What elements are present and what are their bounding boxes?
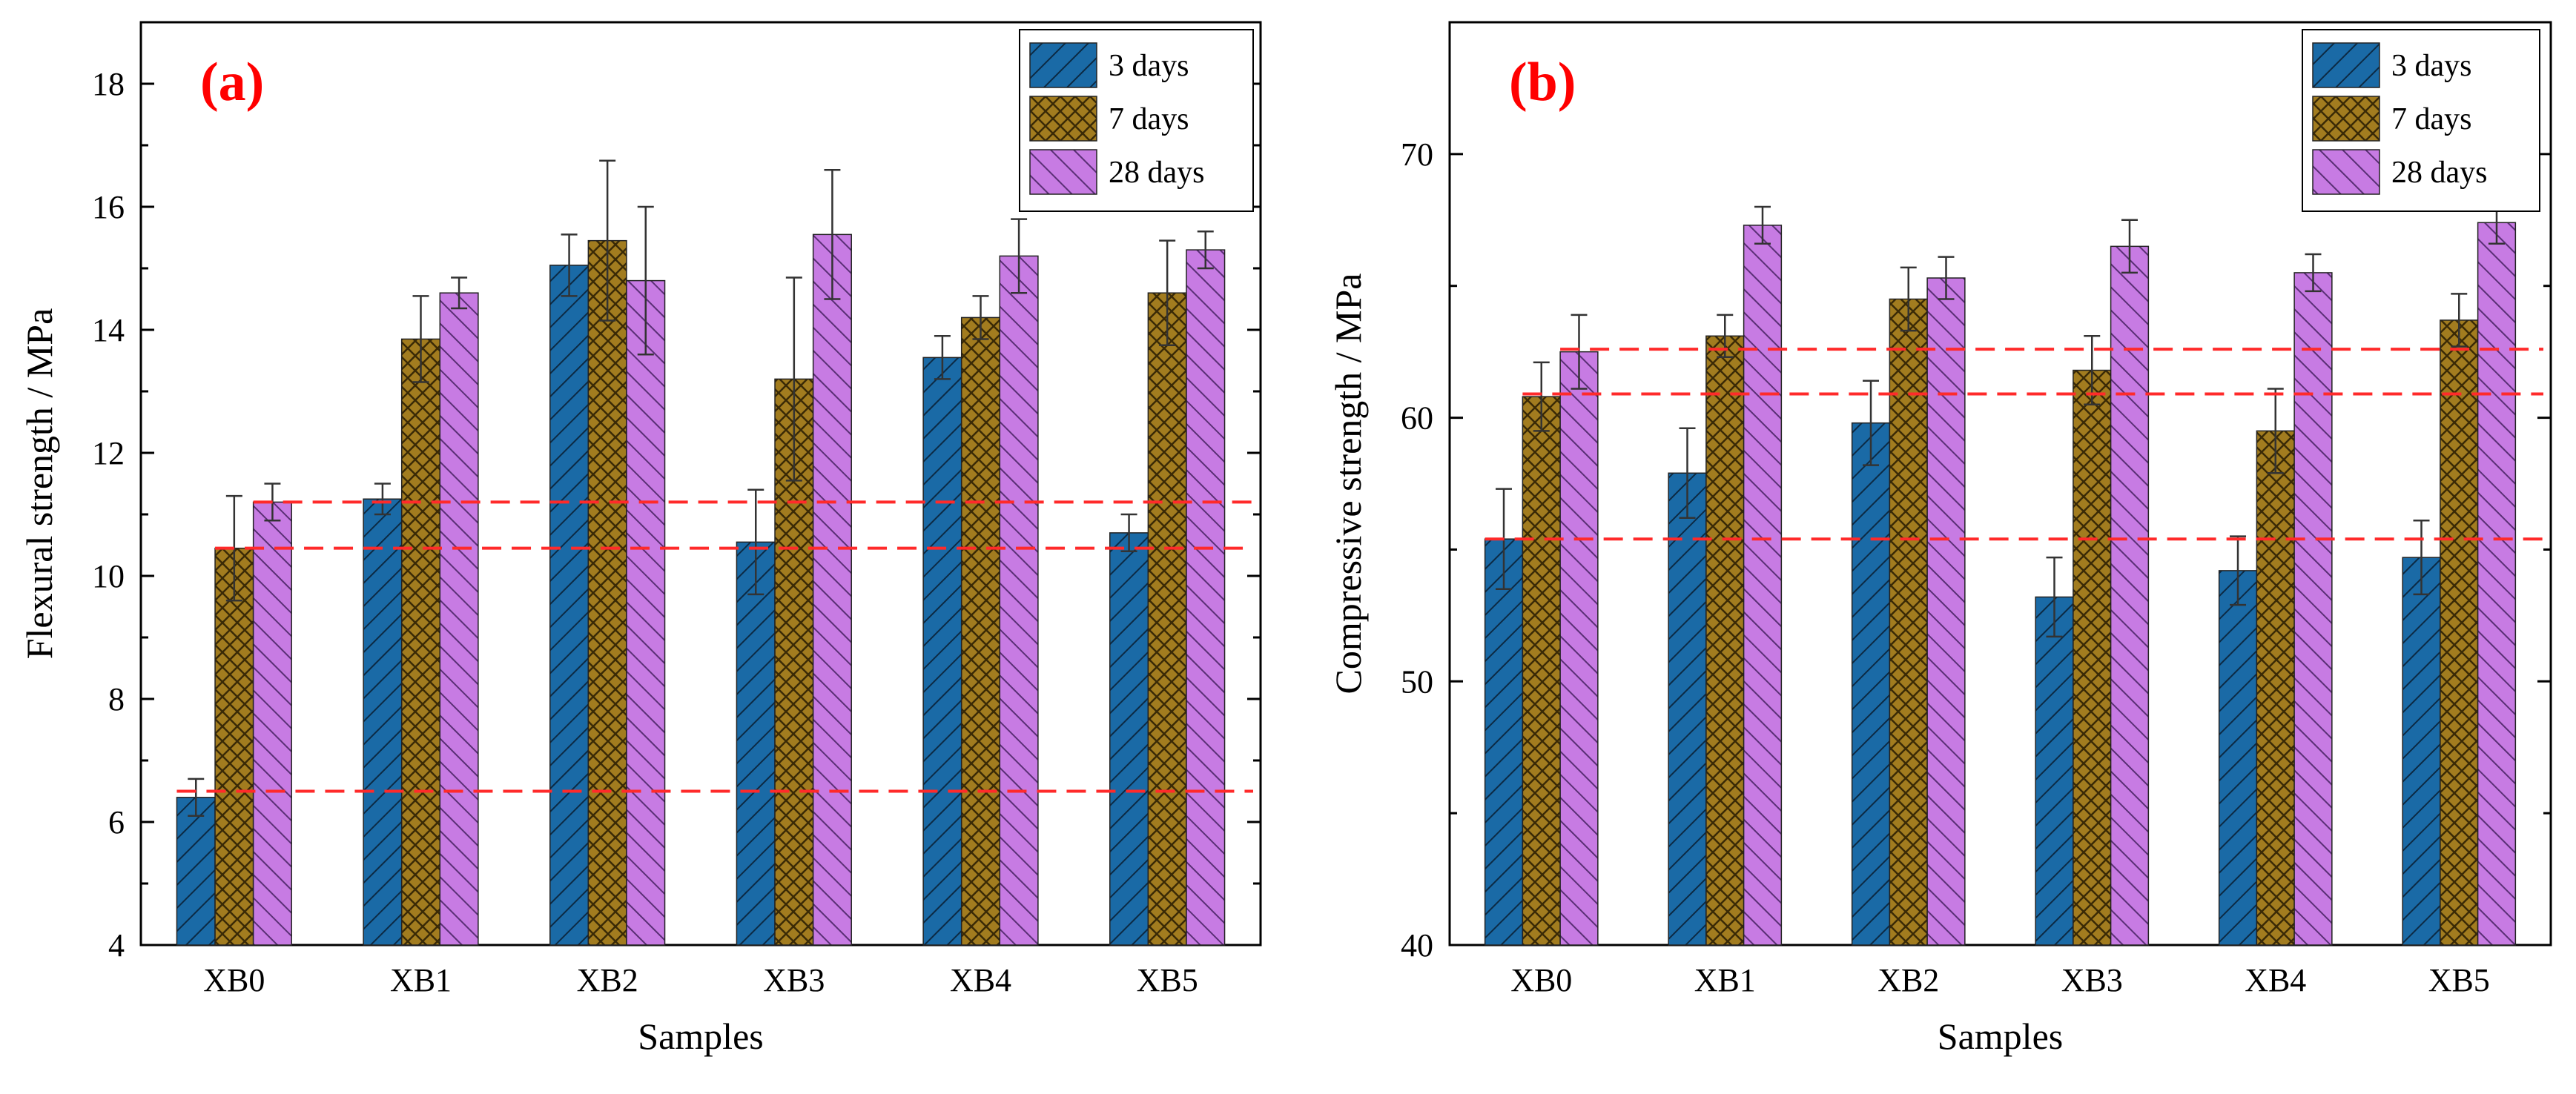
- legend-label: 7 days: [1109, 102, 1189, 136]
- bar-3-days-XB5: [1109, 532, 1149, 946]
- bar-7-days-XB5: [2440, 319, 2479, 946]
- y-tick-label: 60: [1401, 400, 1433, 437]
- x-tick-label: XB1: [390, 962, 452, 998]
- bar-7-days-XB5: [1147, 292, 1187, 946]
- bar-7-days-XB1: [1705, 335, 1745, 946]
- x-axis-title: Samples: [638, 1015, 763, 1057]
- panel-label: (a): [200, 52, 264, 113]
- y-tick-label: 10: [92, 558, 125, 594]
- x-tick-label: XB2: [577, 962, 638, 998]
- bar-28-days-XB5: [2477, 222, 2517, 946]
- bar-3-days-XB0: [176, 797, 216, 946]
- bar-3-days-XB4: [2218, 570, 2258, 946]
- bar-7-days-XB4: [960, 316, 1001, 946]
- y-axis-title: Flexural strength / MPa: [19, 308, 60, 660]
- x-tick-label: XB4: [950, 962, 1011, 998]
- bar-7-days-XB3: [2073, 369, 2112, 946]
- plot-frame: [1448, 21, 2552, 947]
- x-axis-title: Samples: [1938, 1015, 2063, 1057]
- legend-label: 3 days: [1109, 49, 1189, 83]
- x-tick-label: XB2: [1877, 962, 1939, 998]
- x-tick-label: XB5: [2428, 962, 2490, 998]
- bar-28-days-XB2: [1926, 277, 1966, 946]
- bar-7-days-XB2: [1889, 298, 1928, 946]
- bar-3-days-XB3: [736, 541, 776, 946]
- legend-swatch-28-days: [1029, 149, 1097, 195]
- legend-label: 7 days: [2391, 102, 2472, 136]
- y-tick-label: 4: [108, 927, 125, 964]
- bar-7-days-XB0: [1522, 396, 1561, 946]
- legend-swatch-3-days: [1029, 42, 1097, 88]
- legend-swatch-7-days: [1029, 96, 1097, 142]
- bar-28-days-XB0: [252, 501, 292, 946]
- x-tick-label: XB0: [1510, 962, 1572, 998]
- y-tick-label: 40: [1401, 927, 1433, 964]
- bar-28-days-XB3: [2110, 245, 2150, 946]
- x-tick-label: XB5: [1137, 962, 1198, 998]
- legend-label: 3 days: [2391, 49, 2472, 83]
- panel-b: 40 50 60 70 XB0 XB1 XB2 XB3 XB4 XB5 (b) 3 days 7 day…: [1327, 21, 2552, 1057]
- bar-28-days-XB1: [1743, 225, 1783, 946]
- x-tick-label: XB0: [203, 962, 265, 998]
- y-axis-title: Compressive strength / MPa: [1327, 273, 1369, 694]
- legend-swatch-7-days: [2312, 96, 2380, 142]
- x-tick-label: XB4: [2245, 962, 2306, 998]
- bar-28-days-XB1: [439, 292, 479, 946]
- bar-3-days-XB4: [922, 357, 962, 946]
- legend-label: 28 days: [1109, 156, 1205, 190]
- bar-3-days-XB2: [1851, 422, 1891, 946]
- bar-7-days-XB1: [400, 338, 441, 946]
- bar-28-days-XB2: [626, 279, 666, 946]
- bar-7-days-XB2: [587, 239, 627, 946]
- y-tick-label: 50: [1401, 663, 1433, 700]
- bar-3-days-XB2: [549, 265, 589, 946]
- x-tick-label: XB3: [763, 962, 825, 998]
- legend-swatch-28-days: [2312, 149, 2380, 195]
- bar-3-days-XB0: [1484, 538, 1524, 946]
- bar-3-days-XB1: [363, 498, 403, 946]
- legend-swatch-3-days: [2312, 42, 2380, 88]
- bar-28-days-XB4: [2293, 272, 2333, 946]
- legend-label: 28 days: [2391, 156, 2488, 190]
- y-tick-label: 18: [92, 66, 125, 102]
- y-tick-label: 12: [92, 435, 125, 471]
- panel-a: 4 6 8 10 12 14 16 18 XB0 XB1 XB2 XB3 XB4 XB5 (a) 3 days…: [19, 21, 1262, 1057]
- x-tick-label: XB3: [2061, 962, 2123, 998]
- y-tick-label: 16: [92, 189, 125, 225]
- y-tick-label: 70: [1401, 136, 1433, 173]
- bar-3-days-XB5: [2402, 557, 2441, 946]
- bar-7-days-XB4: [2256, 430, 2295, 946]
- plot-frame: [139, 21, 1262, 947]
- bar-28-days-XB5: [1186, 249, 1226, 946]
- bar-3-days-XB1: [1668, 472, 1707, 946]
- bar-28-days-XB4: [999, 255, 1039, 946]
- bar-3-days-XB3: [2035, 596, 2074, 946]
- y-tick-label: 14: [92, 312, 125, 348]
- bar-28-days-XB3: [812, 233, 852, 946]
- panel-label: (b): [1509, 52, 1576, 113]
- bar-7-days-XB0: [214, 547, 254, 946]
- bar-28-days-XB0: [1559, 351, 1599, 946]
- y-tick-label: 8: [108, 681, 125, 717]
- y-tick-label: 6: [108, 804, 125, 841]
- x-tick-label: XB1: [1694, 962, 1756, 998]
